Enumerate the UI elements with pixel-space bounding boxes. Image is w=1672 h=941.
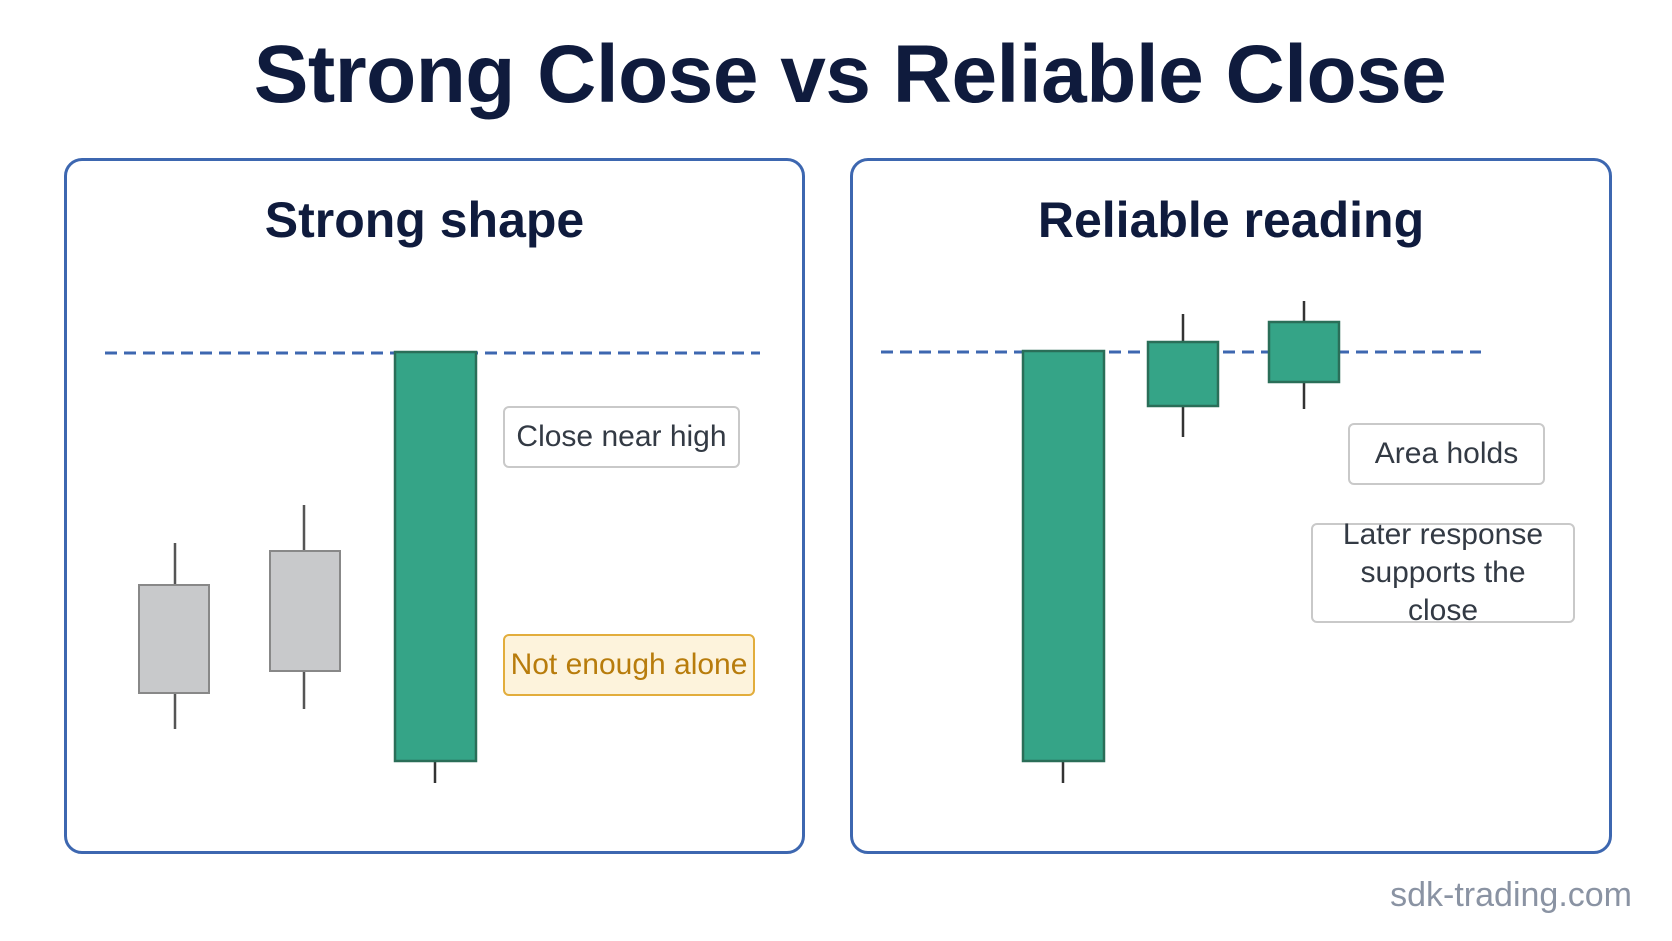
neutral-candle-2 xyxy=(269,505,341,709)
reliable-reading-panel: Reliable reading Area holds Later respon… xyxy=(850,158,1612,854)
site-watermark: sdk-trading.com xyxy=(1390,876,1632,914)
page-title: Strong Close vs Reliable Close xyxy=(253,29,1447,120)
strong-shape-chart xyxy=(105,350,760,783)
candle-body xyxy=(269,550,341,672)
neutral-candle-1 xyxy=(138,543,210,729)
close-near-high-label: Close near high xyxy=(503,406,740,468)
strong-bullish-candle xyxy=(393,350,478,783)
candle-body xyxy=(1021,349,1106,763)
panel-title-strong-shape: Strong shape xyxy=(264,192,585,248)
area-holds-label: Area holds xyxy=(1348,423,1545,485)
strong-bullish-candle xyxy=(1021,349,1106,783)
panel-title-reliable-reading: Reliable reading xyxy=(1037,192,1425,248)
reliable-reading-chart xyxy=(881,301,1481,783)
candle-body xyxy=(1267,320,1341,384)
strong-shape-panel: Strong shape Close near high Not enough … xyxy=(64,158,805,854)
follow-up-candle-1 xyxy=(1146,314,1220,437)
candle-body xyxy=(393,350,478,763)
candle-body xyxy=(1146,340,1220,408)
follow-up-candle-2 xyxy=(1267,301,1341,409)
later-response-label: Later response supports the close xyxy=(1311,518,1575,627)
not-enough-alone-label: Not enough alone xyxy=(503,634,755,696)
candle-body xyxy=(138,584,210,694)
